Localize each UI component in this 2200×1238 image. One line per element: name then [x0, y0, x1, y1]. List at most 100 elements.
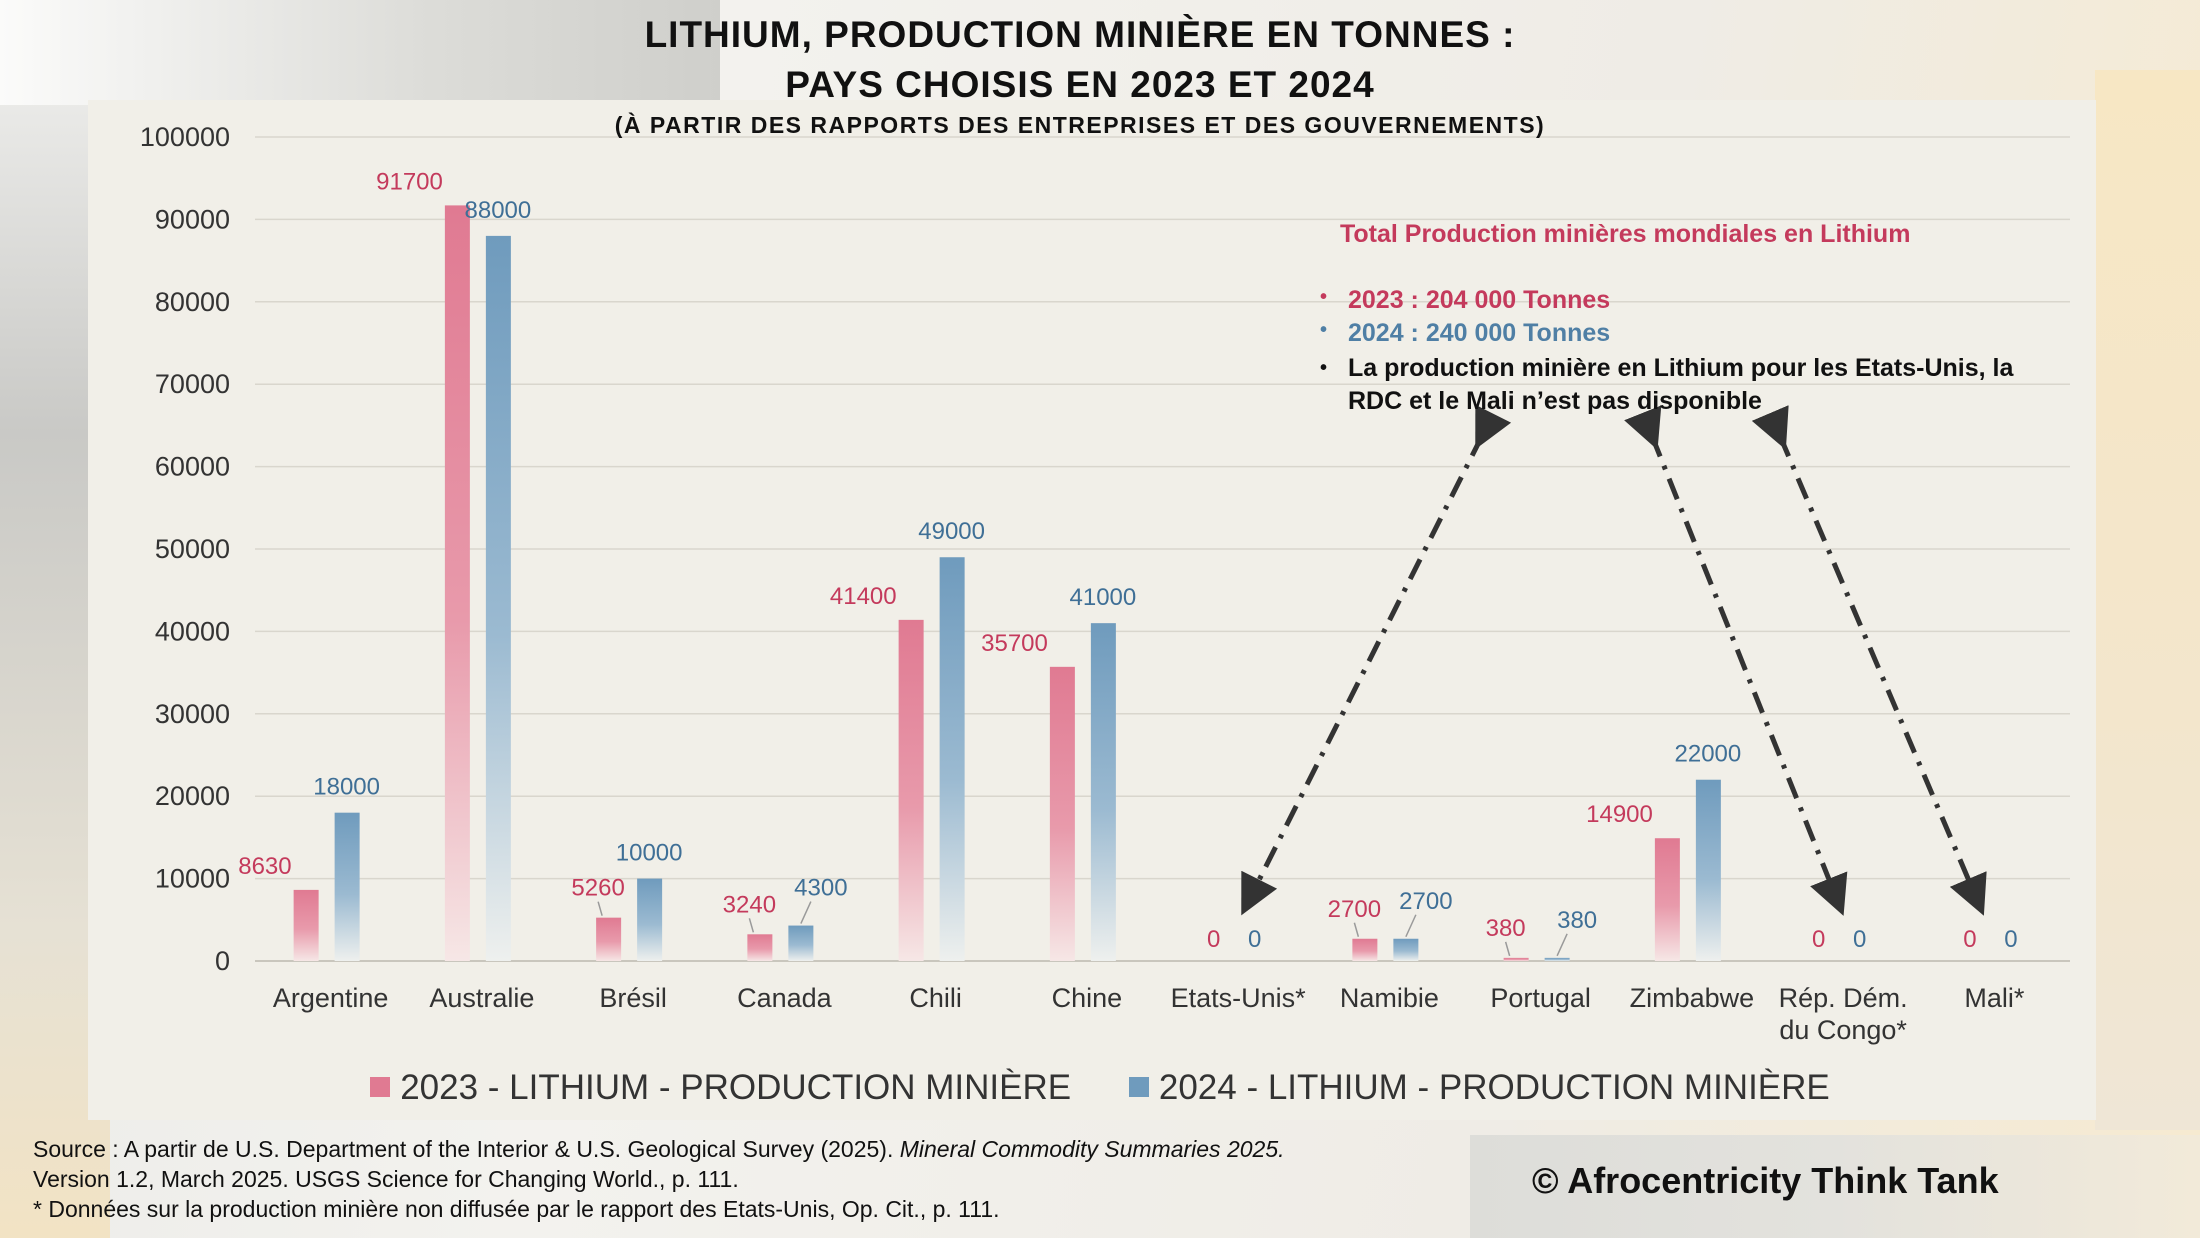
bar-2023: [1352, 938, 1378, 961]
annotation-bullet-2024-text: 2024 : 240 000 Tonnes: [1348, 319, 1611, 347]
bar-2024: [334, 812, 360, 961]
footer-band: [1470, 1135, 2200, 1238]
y-tick-label: 90000: [155, 204, 230, 234]
x-tick-label: du Congo*: [1779, 1015, 1907, 1045]
x-tick-label: Australie: [429, 983, 534, 1013]
data-label-leader: [1353, 922, 1360, 937]
bar-2024: [1090, 623, 1116, 961]
bar-2024: [1695, 779, 1721, 961]
legend-item-2024: 2024 - LITHIUM - PRODUCTION MINIÈRE: [1128, 1068, 1830, 1108]
background-decoration-top: [0, 0, 720, 105]
data-label-2024: 10000: [616, 840, 683, 867]
annotation-bullet-note: • La production minière en Lithium pour …: [1320, 352, 2028, 418]
annotation-arrows: [1241, 404, 1987, 916]
data-label-2024: 22000: [1675, 741, 1742, 768]
copyright-text: © Afrocentricity Think Tank: [1532, 1160, 1999, 1201]
chart-subtitle: (À PARTIR DES RAPPORTS DES ENTREPRISES E…: [614, 112, 1546, 138]
data-label-leader: [597, 901, 603, 916]
data-label-2024: 0: [1248, 926, 1261, 953]
y-tick-label: 70000: [155, 369, 230, 399]
data-label-2023: 3240: [723, 891, 776, 918]
legend-swatch-2024: [1128, 1077, 1149, 1097]
x-tick-label: Brésil: [599, 983, 667, 1013]
data-label-2023: 91700: [376, 168, 443, 195]
chart-legend: 2023 - LITHIUM - PRODUCTION MINIÈRE 2024…: [0, 1068, 2200, 1108]
x-tick-label: Canada: [737, 983, 833, 1013]
bar-2023: [1654, 838, 1680, 961]
bar-2023: [444, 205, 470, 962]
chart-title-line2: PAYS CHOISIS EN 2023 ET 2024: [785, 64, 1375, 105]
data-label-2024: 41000: [1070, 584, 1137, 611]
bullet-dot: •: [1320, 357, 1328, 379]
y-tick-label: 20000: [155, 781, 230, 811]
data-label-leader: [1556, 933, 1568, 957]
data-label-2024: 49000: [918, 518, 985, 545]
source-line2: Version 1.2, March 2025. USGS Science fo…: [33, 1166, 739, 1192]
bar-2023: [1049, 666, 1075, 961]
bullet-dot: •: [1320, 319, 1328, 341]
source-line3: * Données sur la production minière non …: [33, 1196, 1000, 1222]
y-tick-label: 40000: [155, 616, 230, 646]
legend-swatch-2023: [370, 1077, 391, 1097]
data-label-2023: 14900: [1586, 801, 1653, 828]
data-label-2023: 35700: [981, 630, 1048, 657]
source-line1-text: Source : A partir de U.S. Department of …: [33, 1136, 900, 1162]
legend-label-2023: 2023 - LITHIUM - PRODUCTION MINIÈRE: [400, 1068, 1072, 1107]
data-label-leader: [748, 918, 755, 933]
x-tick-label: Mali*: [1964, 983, 2025, 1013]
chart-title-line1: LITHIUM, PRODUCTION MINIÈRE EN TONNES :: [644, 14, 1516, 55]
bar-2024: [637, 878, 663, 961]
arrow-rdc: [1624, 405, 1848, 916]
data-label-2024: 18000: [313, 774, 380, 801]
data-label-2023: 0: [1207, 926, 1220, 953]
bar-2023: [898, 619, 924, 961]
data-label-leader: [1504, 941, 1511, 957]
x-tick-label: Zimbabwe: [1630, 983, 1755, 1013]
annotation-bullet-2023-text: 2023 : 204 000 Tonnes: [1348, 286, 1611, 314]
data-label-2024: 380: [1557, 907, 1597, 934]
x-tick-label: Chine: [1052, 983, 1123, 1013]
bar-2024: [788, 925, 814, 961]
annotation-bullet-note-text: La production minière en Lithium pour le…: [1348, 354, 2014, 415]
data-label-2023: 8630: [238, 853, 291, 880]
x-tick-label: Chili: [909, 983, 962, 1013]
annotation-title: Total Production minières mondiales en L…: [1340, 220, 1911, 248]
y-tick-label: 100000: [140, 122, 230, 152]
x-tick-label: Namibie: [1340, 983, 1439, 1013]
data-label-2024: 0: [1853, 926, 1866, 953]
source-line1: Source : A partir de U.S. Department of …: [33, 1134, 1285, 1164]
data-label-2024: 2700: [1399, 888, 1452, 915]
x-tick-label: Etats-Unis*: [1171, 983, 1307, 1013]
data-label-2024: 0: [2004, 926, 2017, 953]
arrow-etats-unis: [1241, 404, 1512, 916]
annotation-bullet-2023: • 2023 : 204 000 Tonnes: [1320, 286, 1611, 315]
y-tick-label: 10000: [155, 864, 230, 894]
data-label-leader: [800, 901, 812, 924]
bar-2024: [1544, 957, 1570, 961]
data-label-2023: 41400: [830, 583, 897, 610]
data-label-2023: 2700: [1328, 896, 1381, 923]
bar-2023: [293, 889, 319, 961]
bar-2023: [747, 934, 773, 961]
data-label-2023: 0: [1812, 926, 1825, 953]
x-tick-label: Rép. Dém.: [1779, 983, 1908, 1013]
legend-item-2023: 2023 - LITHIUM - PRODUCTION MINIÈRE: [370, 1068, 1071, 1108]
source-note: Source : A partir de U.S. Department of …: [33, 1134, 1285, 1224]
x-tick-label: Portugal: [1490, 983, 1591, 1013]
bar-2024: [485, 235, 511, 961]
y-tick-label: 50000: [155, 534, 230, 564]
y-tick-label: 80000: [155, 287, 230, 317]
y-tick-label: 60000: [155, 452, 230, 482]
background-decoration-right: [2095, 70, 2200, 1130]
arrow-mali: [1751, 405, 1987, 916]
data-label-2024: 4300: [794, 875, 847, 902]
bar-2023: [1503, 957, 1529, 961]
data-label-2023: 380: [1486, 915, 1526, 942]
data-label-2023: 5260: [571, 875, 624, 902]
y-tick-label: 30000: [155, 699, 230, 729]
y-tick-label: 0: [215, 946, 230, 976]
bullet-dot: •: [1320, 286, 1328, 308]
data-label-2024: 88000: [465, 197, 532, 224]
bar-2024: [1393, 938, 1419, 961]
